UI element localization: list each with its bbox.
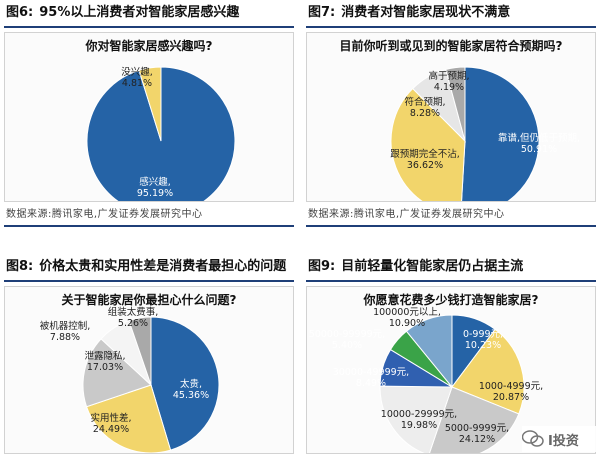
slice-value: 20.87% bbox=[493, 392, 529, 403]
chart-area: 目前你听到或见到的智能家居符合预期吗? 靠谱,但仍低于预期, 50.91% 跟预期完… bbox=[306, 32, 596, 202]
data-source: 数据来源:腾讯家电,广发证券发展研究中心 bbox=[4, 205, 294, 227]
slice-label: 靠谱,但仍低于预期, 50.91% bbox=[498, 132, 580, 155]
chart-title: 目前你听到或见到的智能家居符合预期吗? bbox=[339, 39, 563, 53]
panel-title: 图9: 目前轻量化智能家居仍占据主流 bbox=[306, 254, 596, 282]
slice-value: 36.62% bbox=[407, 160, 443, 171]
pie-slice bbox=[86, 66, 236, 201]
slice-label: 10000-29999元, 19.98% bbox=[381, 409, 457, 431]
slice-label: 符合预期, 8.28% bbox=[404, 96, 445, 119]
panel-title: 图6: 95%以上消费者对智能家居感兴趣 bbox=[4, 0, 294, 28]
slice-label: 没兴趣, 4.81% bbox=[121, 66, 153, 89]
slice-value: 19.98% bbox=[401, 420, 437, 431]
slice-label: 实用性差, 24.49% bbox=[90, 412, 131, 435]
pie-slice bbox=[150, 316, 220, 451]
figure-number: 图7: bbox=[308, 5, 336, 20]
slice-label: 太贵, 45.36% bbox=[173, 378, 209, 401]
slice-label: 泄露隐私, 17.03% bbox=[84, 350, 125, 373]
slice-value: 4.19% bbox=[434, 82, 464, 93]
wechat-icon bbox=[522, 430, 544, 447]
slice-label: 高于预期, 4.19% bbox=[428, 70, 469, 93]
slice-value: 95.19% bbox=[137, 188, 173, 199]
slice-label: 跟预期完全不沾, 36.62% bbox=[390, 148, 460, 171]
slice-label: 组装太费事, 5.26% bbox=[108, 306, 159, 329]
slice-value: 5.26% bbox=[118, 318, 148, 329]
slice-label: 100000元以上, 10.90% bbox=[373, 307, 441, 329]
pie-chart: 0-999元, 10.23% 1000-4999元, 20.87% 5000-9999元… bbox=[309, 307, 543, 453]
figure-number: 图6: bbox=[6, 5, 34, 20]
figure-title: 95%以上消费者对智能家居感兴趣 bbox=[39, 5, 240, 20]
slice-value: 8.28% bbox=[410, 108, 440, 119]
pie-slice bbox=[405, 314, 453, 389]
slice-label: 50000-99999元, 5.40% bbox=[309, 329, 385, 351]
slice-label: 感兴趣, 95.19% bbox=[137, 176, 173, 199]
slice-value: 5.40% bbox=[332, 340, 362, 351]
slice-value: 10.90% bbox=[389, 318, 425, 329]
pie-slice bbox=[85, 384, 172, 453]
pie-slice bbox=[390, 87, 466, 201]
chart-area: 你对智能家居感兴趣吗? 感兴趣, 95.19% 没兴趣, 4.81% bbox=[4, 32, 294, 202]
slice-label: 30000-49999元, 8.49% bbox=[333, 367, 409, 389]
pie-slice bbox=[451, 328, 525, 415]
watermark: I投资 bbox=[522, 426, 596, 452]
slice-value: 7.88% bbox=[50, 332, 80, 343]
slice-value: 8.49% bbox=[356, 378, 386, 389]
pie-chart: 感兴趣, 95.19% 没兴趣, 4.81% bbox=[86, 66, 236, 201]
chart-title: 你对智能家居感兴趣吗? bbox=[85, 39, 213, 53]
pie-slice bbox=[82, 338, 152, 408]
data-source: 数据来源:腾讯家电,广发证券发展研究中心 bbox=[306, 205, 596, 227]
pie-slice bbox=[428, 386, 520, 453]
figure-number: 图8: bbox=[6, 259, 34, 274]
slice-value: 45.36% bbox=[173, 390, 209, 401]
pie-chart: 靠谱,但仍低于预期, 50.91% 跟预期完全不沾, 36.62% 符合预期, 8.28%… bbox=[390, 66, 580, 201]
panel-fig6: 图6: 95%以上消费者对智能家居感兴趣 你对智能家居感兴趣吗? 感兴趣, 95.1… bbox=[4, 0, 294, 227]
pie-slice bbox=[128, 316, 152, 386]
slice-value: 50.91% bbox=[521, 144, 557, 155]
slice-value: 4.81% bbox=[122, 78, 152, 89]
figure-title: 目前轻量化智能家居仍占据主流 bbox=[341, 259, 524, 274]
watermark-text: I投资 bbox=[548, 433, 579, 449]
slice-label: 5000-9999元, 24.12% bbox=[445, 423, 509, 445]
slice-value: 10.23% bbox=[465, 340, 501, 351]
slice-value: 17.03% bbox=[87, 362, 123, 373]
pie-slice bbox=[445, 66, 466, 142]
panel-fig7: 图7: 消费者对智能家居现状不满意 目前你听到或见到的智能家居符合预期吗? 靠谱,… bbox=[306, 0, 596, 227]
pie-slice bbox=[379, 385, 453, 453]
slice-label: 1000-4999元, 20.87% bbox=[479, 381, 543, 403]
figure-title: 消费者对智能家居现状不满意 bbox=[341, 5, 511, 20]
pie-slice bbox=[461, 66, 540, 201]
slice-label: 被机器控制, 7.88% bbox=[40, 320, 91, 343]
chart-title: 关于智能家居你最担心什么问题? bbox=[61, 293, 237, 307]
pie-chart: 太贵, 45.36% 实用性差, 24.49% 泄露隐私, 17.03% 被机器控制, 7.8… bbox=[40, 306, 220, 453]
panel-title: 图7: 消费者对智能家居现状不满意 bbox=[306, 0, 596, 28]
figure-number: 图9: bbox=[308, 259, 336, 274]
slice-value: 24.49% bbox=[93, 424, 129, 435]
chart-title: 你愿意花费多少钱打造智能家居? bbox=[363, 293, 539, 307]
slice-label: 0-999元, 10.23% bbox=[463, 329, 503, 351]
panel-title: 图8: 价格太贵和实用性差是消费者最担心的问题 bbox=[4, 254, 294, 282]
panel-fig8: 图8: 价格太贵和实用性差是消费者最担心的问题 关于智能家居你最担心什么问题? 太… bbox=[4, 254, 294, 454]
panel-fig9: 图9: 目前轻量化智能家居仍占据主流 你愿意花费多少钱打造智能家居? 0-999元… bbox=[306, 254, 596, 454]
slice-value: 24.12% bbox=[459, 434, 495, 445]
figure-title: 价格太贵和实用性差是消费者最担心的问题 bbox=[39, 259, 287, 274]
chart-area: 关于智能家居你最担心什么问题? 太贵, 45.36% 实用性差, 24.49% 泄露隐私… bbox=[4, 286, 294, 454]
pie-slice bbox=[138, 66, 162, 142]
